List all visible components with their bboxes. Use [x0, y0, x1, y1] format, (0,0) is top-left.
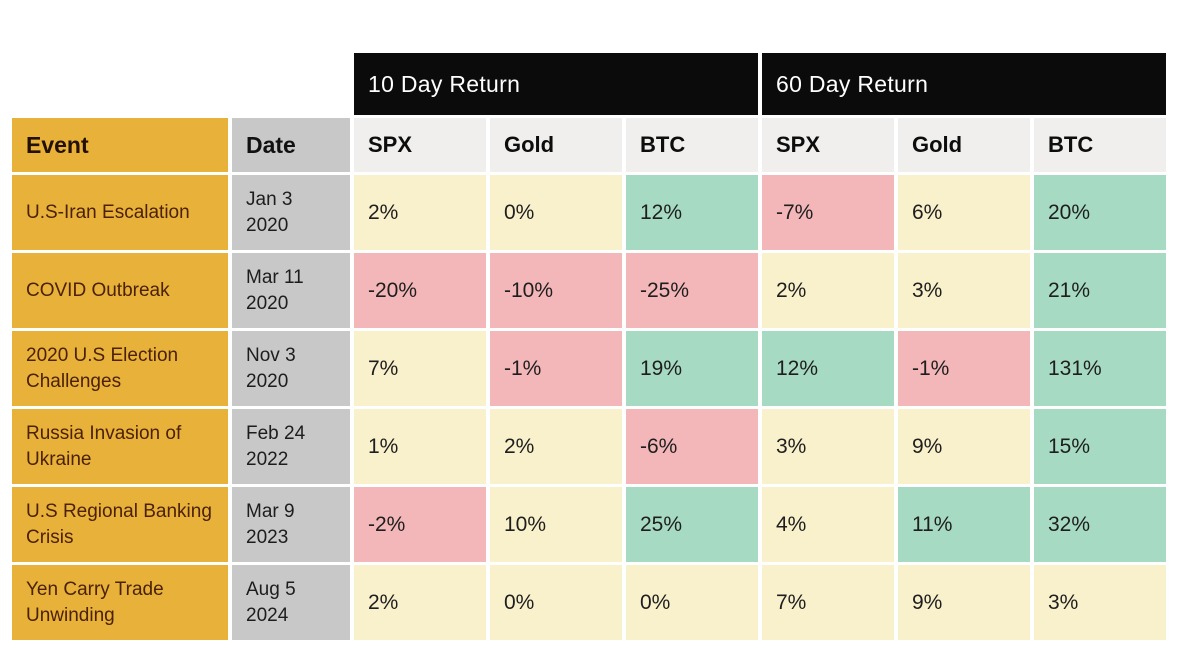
group-header-row: 10 Day Return 60 Day Return	[12, 53, 1166, 115]
return-cell: 6%	[898, 175, 1030, 250]
group-header-10-day: 10 Day Return	[354, 53, 758, 115]
return-cell: -20%	[354, 253, 486, 328]
event-row: COVID Outbreak Mar 11 2020 -20% -10% -25…	[12, 253, 1166, 328]
return-cell: 2%	[762, 253, 894, 328]
event-cell: COVID Outbreak	[12, 253, 228, 328]
return-cell: 15%	[1034, 409, 1166, 484]
return-cell: 4%	[762, 487, 894, 562]
event-row: Yen Carry Trade Unwinding Aug 5 2024 2% …	[12, 565, 1166, 640]
column-header-row: Event Date SPX Gold BTC SPX Gold BTC	[12, 118, 1166, 172]
return-cell: 21%	[1034, 253, 1166, 328]
event-returns-table-wrap: 10 Day Return 60 Day Return Event Date S…	[8, 50, 1170, 643]
column-header-btc-60d: BTC	[1034, 118, 1166, 172]
event-returns-table: 10 Day Return 60 Day Return Event Date S…	[8, 50, 1170, 643]
return-cell: 3%	[762, 409, 894, 484]
return-cell: -1%	[490, 331, 622, 406]
return-cell: 3%	[1034, 565, 1166, 640]
return-cell: 20%	[1034, 175, 1166, 250]
date-cell: Aug 5 2024	[232, 565, 350, 640]
date-cell: Nov 3 2020	[232, 331, 350, 406]
return-cell: 2%	[354, 175, 486, 250]
return-cell: -1%	[898, 331, 1030, 406]
return-cell: -6%	[626, 409, 758, 484]
column-header-gold-60d: Gold	[898, 118, 1030, 172]
return-cell: 7%	[354, 331, 486, 406]
return-cell: 2%	[354, 565, 486, 640]
return-cell: 11%	[898, 487, 1030, 562]
return-cell: 32%	[1034, 487, 1166, 562]
return-cell: 0%	[626, 565, 758, 640]
date-cell: Feb 24 2022	[232, 409, 350, 484]
date-cell: Mar 9 2023	[232, 487, 350, 562]
event-row: Russia Invasion of Ukraine Feb 24 2022 1…	[12, 409, 1166, 484]
return-cell: -25%	[626, 253, 758, 328]
return-cell: 3%	[898, 253, 1030, 328]
return-cell: -2%	[354, 487, 486, 562]
return-cell: 9%	[898, 409, 1030, 484]
return-cell: 7%	[762, 565, 894, 640]
return-cell: 9%	[898, 565, 1030, 640]
date-cell: Mar 11 2020	[232, 253, 350, 328]
group-header-60-day: 60 Day Return	[762, 53, 1166, 115]
date-cell: Jan 3 2020	[232, 175, 350, 250]
return-cell: 1%	[354, 409, 486, 484]
column-header-spx-60d: SPX	[762, 118, 894, 172]
return-cell: -10%	[490, 253, 622, 328]
event-row: U.S Regional Banking Crisis Mar 9 2023 -…	[12, 487, 1166, 562]
return-cell: 131%	[1034, 331, 1166, 406]
return-cell: 2%	[490, 409, 622, 484]
return-cell: 12%	[626, 175, 758, 250]
return-cell: 10%	[490, 487, 622, 562]
return-cell: 25%	[626, 487, 758, 562]
return-cell: 12%	[762, 331, 894, 406]
return-cell: -7%	[762, 175, 894, 250]
event-cell: Yen Carry Trade Unwinding	[12, 565, 228, 640]
return-cell: 0%	[490, 175, 622, 250]
return-cell: 0%	[490, 565, 622, 640]
event-cell: Russia Invasion of Ukraine	[12, 409, 228, 484]
column-header-btc-10d: BTC	[626, 118, 758, 172]
column-header-date: Date	[232, 118, 350, 172]
event-row: 2020 U.S Election Challenges Nov 3 2020 …	[12, 331, 1166, 406]
column-header-event: Event	[12, 118, 228, 172]
event-row: U.S-Iran Escalation Jan 3 2020 2% 0% 12%…	[12, 175, 1166, 250]
event-cell: 2020 U.S Election Challenges	[12, 331, 228, 406]
column-header-gold-10d: Gold	[490, 118, 622, 172]
return-cell: 19%	[626, 331, 758, 406]
column-header-spx-10d: SPX	[354, 118, 486, 172]
event-cell: U.S-Iran Escalation	[12, 175, 228, 250]
event-cell: U.S Regional Banking Crisis	[12, 487, 228, 562]
header-spacer	[12, 53, 350, 115]
